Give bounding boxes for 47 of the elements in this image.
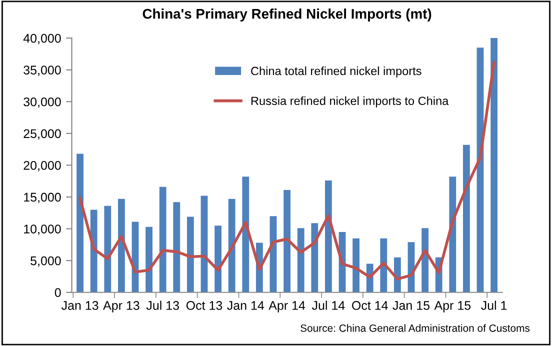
y-tick-label: 30,000 bbox=[24, 97, 61, 108]
bar bbox=[462, 144, 470, 292]
x-tick-label: Jul 1 bbox=[481, 300, 507, 310]
bar bbox=[422, 228, 428, 292]
y-tick-label: 25,000 bbox=[24, 129, 61, 140]
source-note: Source: China General Administration of Customs bbox=[300, 324, 530, 332]
x-tick-label: Apr 15 bbox=[434, 301, 471, 312]
bar bbox=[352, 238, 360, 292]
x-tick-label: Jan 15 bbox=[392, 301, 430, 310]
x-tick-label: Jul 13 bbox=[146, 300, 179, 310]
x-tick-label: Apr 13 bbox=[103, 301, 140, 312]
bar bbox=[324, 180, 332, 292]
line-series bbox=[78, 60, 496, 280]
x-tick-label: Oct 14 bbox=[352, 301, 388, 310]
y-tick-label: 40,000 bbox=[23, 34, 61, 44]
bar bbox=[104, 206, 112, 292]
bar bbox=[242, 176, 250, 292]
x-tick-label: Jan 14 bbox=[227, 301, 264, 310]
y-tick-label: 10,000 bbox=[24, 224, 61, 235]
legend-label: Russia refined nickel imports to China bbox=[251, 96, 449, 108]
x-tick-label: Jan 13 bbox=[61, 301, 98, 310]
bar bbox=[118, 198, 125, 292]
bar bbox=[214, 226, 222, 292]
x-tick-label: Oct 13 bbox=[186, 301, 222, 310]
bar bbox=[490, 38, 498, 292]
x-tick-label: Jul 14 bbox=[312, 300, 345, 310]
bar bbox=[173, 202, 180, 292]
bar bbox=[76, 154, 84, 292]
bar bbox=[228, 198, 236, 292]
bar bbox=[186, 216, 194, 292]
bar bbox=[449, 176, 456, 292]
legend-label: China total refined nickel imports bbox=[251, 66, 422, 78]
bar bbox=[200, 196, 208, 292]
bar bbox=[284, 190, 290, 292]
y-tick-label: 0 bbox=[54, 288, 61, 298]
y-tick-label: 20,000 bbox=[24, 161, 61, 172]
y-tick-label: 15,000 bbox=[24, 192, 61, 204]
x-tick-label: Apr 14 bbox=[268, 301, 306, 312]
y-tick-label: 5,000 bbox=[30, 256, 61, 267]
bar bbox=[380, 238, 388, 292]
bar bbox=[146, 226, 152, 292]
bar bbox=[159, 186, 166, 292]
bar bbox=[90, 210, 98, 292]
y-tick-label: 35,000 bbox=[24, 66, 61, 76]
bar bbox=[297, 228, 304, 292]
bar bbox=[311, 223, 318, 292]
chart-title: China's Primary Refined Nickel Imports (mt) bbox=[142, 8, 432, 22]
